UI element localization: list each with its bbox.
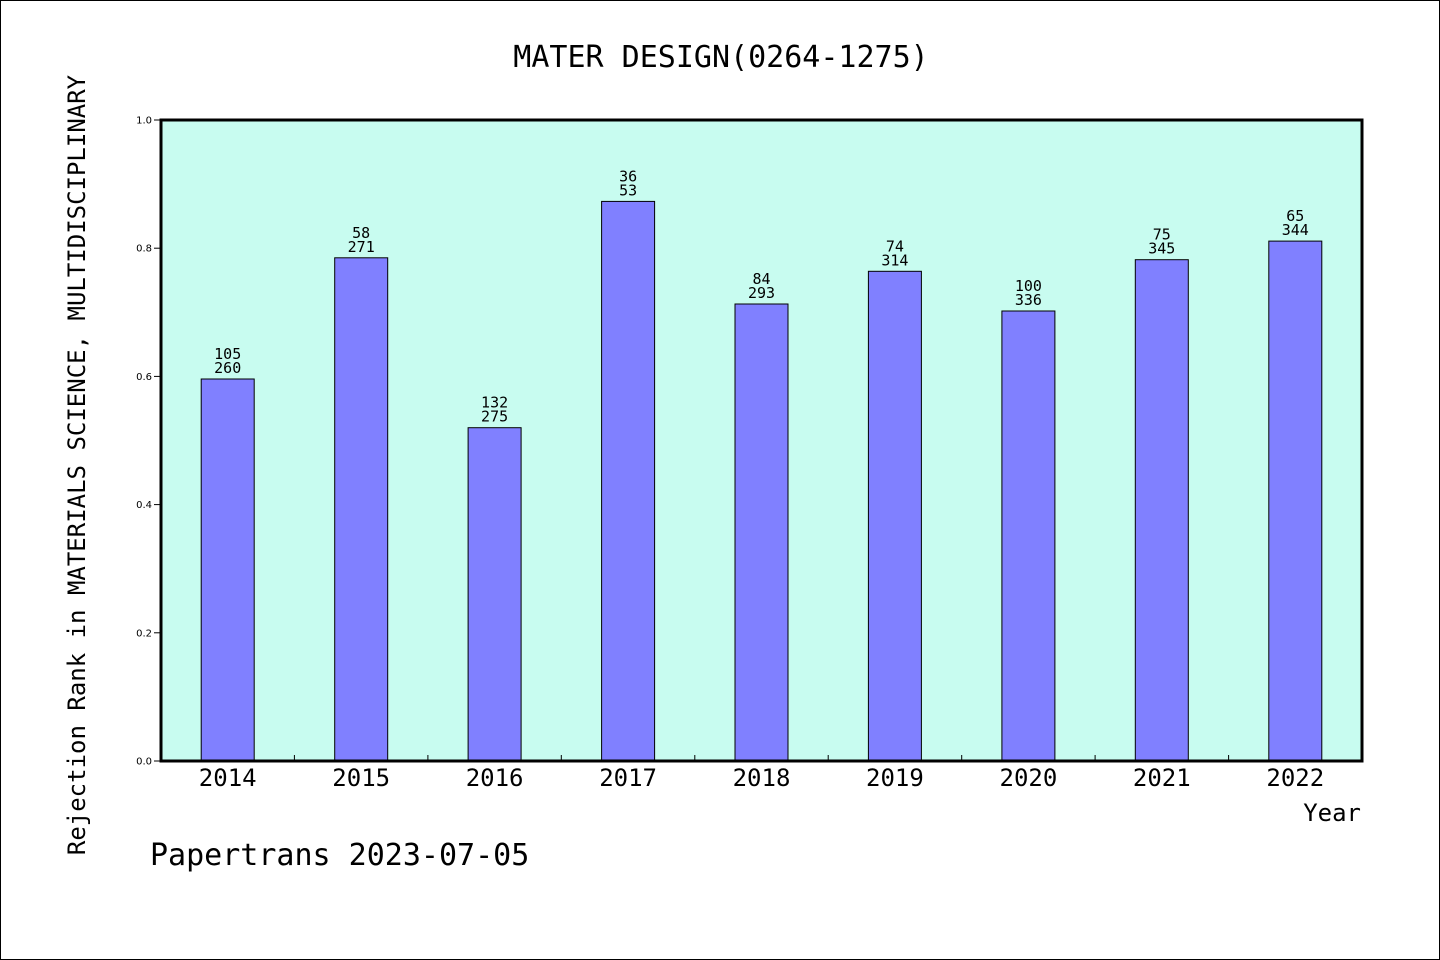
bar xyxy=(601,200,656,762)
y-tick-label: 0.4 xyxy=(136,500,152,511)
y-tick-label: 0.6 xyxy=(136,372,152,383)
data-label-bottom: 314 xyxy=(881,251,908,269)
y-axis-label: Rejection Rank in MATERIALS SCIENCE, MUL… xyxy=(63,74,91,855)
data-label-top: 36 xyxy=(619,167,637,185)
data-label-bottom: 344 xyxy=(1282,221,1309,239)
x-tick-label: 2020 xyxy=(1000,764,1058,792)
data-label-bottom: 271 xyxy=(348,238,375,256)
bar xyxy=(734,303,789,762)
bar xyxy=(867,270,922,762)
x-tick-label: 2015 xyxy=(332,764,390,792)
data-label-top: 132 xyxy=(481,394,508,412)
x-tick-label: 2018 xyxy=(733,764,791,792)
data-label-bottom: 53 xyxy=(619,181,637,199)
x-tick-label: 2019 xyxy=(866,764,924,792)
x-tick-labels-group: 2014 2015 2016 2017 2018 2019 2020 2021 2022 xyxy=(199,764,1324,792)
data-label-top: 100 xyxy=(1015,277,1042,295)
data-label-top: 65 xyxy=(1286,207,1304,225)
data-label-top: 75 xyxy=(1153,226,1171,244)
bar xyxy=(200,378,255,762)
data-label-bottom: 345 xyxy=(1148,240,1175,258)
bar xyxy=(1134,259,1189,762)
x-tick-label: 2017 xyxy=(599,764,657,792)
x-tick-label: 2021 xyxy=(1133,764,1191,792)
data-label-top: 105 xyxy=(214,345,241,363)
data-label-bottom: 293 xyxy=(748,284,775,302)
data-label-bottom: 275 xyxy=(481,408,508,426)
data-label-bottom: 336 xyxy=(1015,291,1042,309)
bar xyxy=(1001,310,1056,762)
x-tick-label: 2016 xyxy=(466,764,524,792)
y-tick-label: 0.2 xyxy=(136,628,152,639)
data-label-top: 58 xyxy=(352,224,370,242)
bars-group xyxy=(200,200,1323,762)
footer-note: Papertrans 2023-07-05 xyxy=(150,838,529,873)
x-tick-label: 2014 xyxy=(199,764,257,792)
y-tick-labels-group: 0.0 0.2 0.4 0.6 0.8 1.0 xyxy=(136,116,152,768)
y-tick-label: 0.0 xyxy=(136,757,152,768)
x-axis-label: Year xyxy=(1303,799,1361,827)
plot-border xyxy=(159,118,1364,763)
y-tick-label: 1.0 xyxy=(136,116,152,127)
data-label-top: 74 xyxy=(886,237,904,255)
bar xyxy=(334,257,389,762)
bar xyxy=(467,427,522,762)
data-labels-group: 1052605827113227536538429374314100336753… xyxy=(214,167,1309,425)
bar xyxy=(1268,240,1323,762)
data-label-top: 84 xyxy=(752,270,770,288)
y-tick-label: 0.8 xyxy=(136,244,152,255)
chart-title: MATER DESIGN(0264-1275) xyxy=(513,40,928,75)
x-tick-label: 2022 xyxy=(1266,764,1324,792)
data-label-bottom: 260 xyxy=(214,359,241,377)
